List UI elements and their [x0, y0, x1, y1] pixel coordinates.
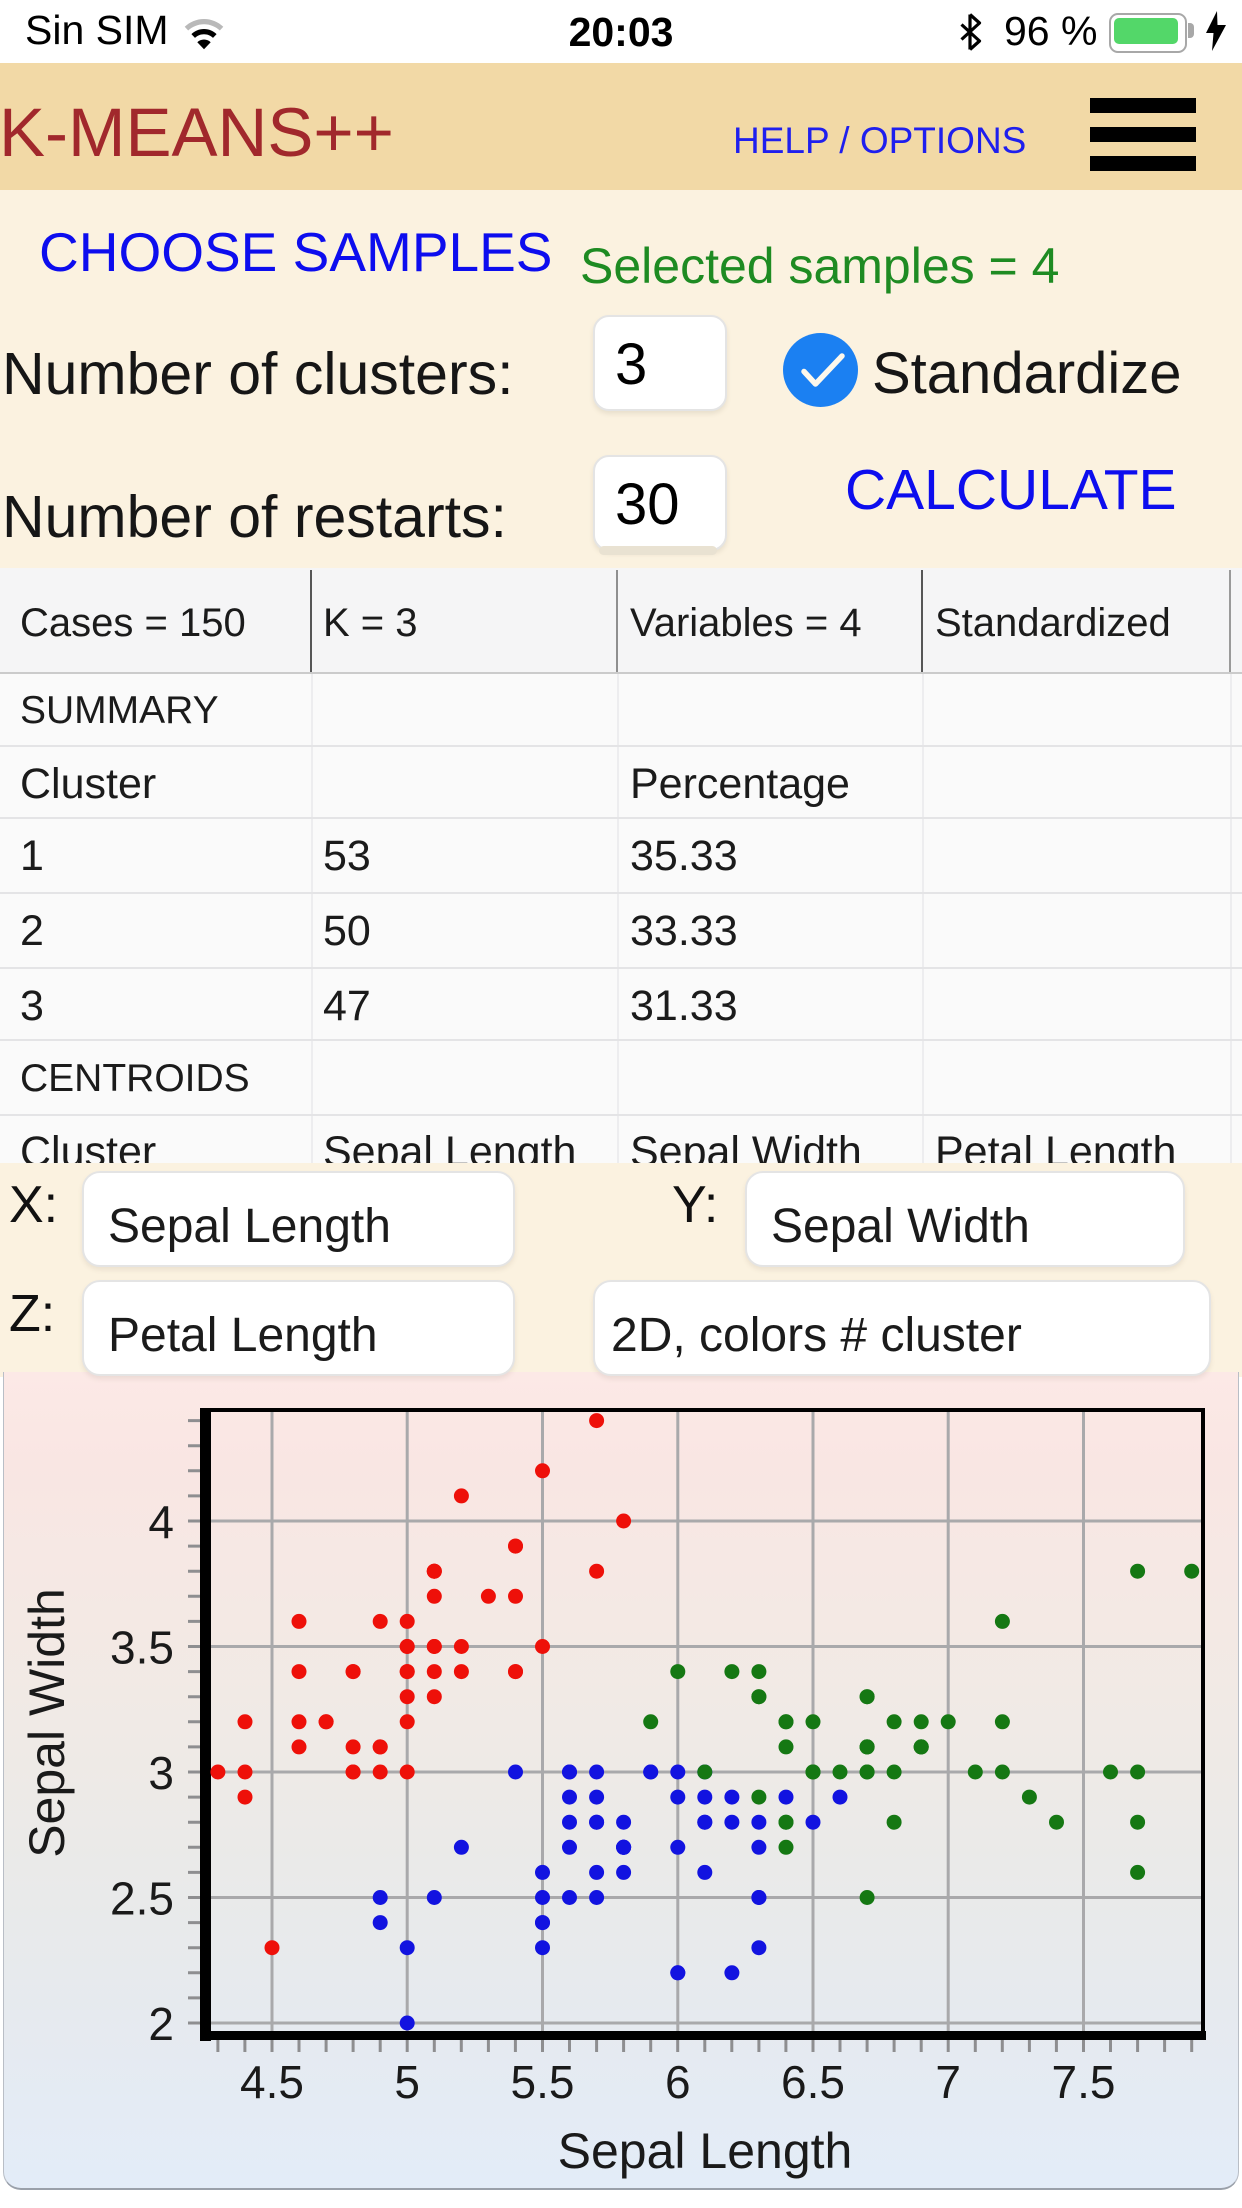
svg-text:2.5: 2.5 — [110, 1873, 174, 1925]
svg-text:7: 7 — [935, 2056, 961, 2108]
svg-text:Sepal Width: Sepal Width — [19, 1588, 75, 1858]
svg-text:6: 6 — [665, 2056, 691, 2108]
svg-text:5: 5 — [394, 2056, 420, 2108]
svg-text:Sepal Length: Sepal Length — [558, 2123, 853, 2179]
svg-text:7.5: 7.5 — [1052, 2056, 1116, 2108]
svg-text:4: 4 — [148, 1496, 174, 1548]
svg-text:2: 2 — [148, 1998, 174, 2050]
svg-text:5.5: 5.5 — [511, 2056, 575, 2108]
svg-text:6.5: 6.5 — [781, 2056, 845, 2108]
svg-text:4.5: 4.5 — [240, 2056, 304, 2108]
svg-text:3.5: 3.5 — [110, 1622, 174, 1674]
svg-text:3: 3 — [148, 1747, 174, 1799]
